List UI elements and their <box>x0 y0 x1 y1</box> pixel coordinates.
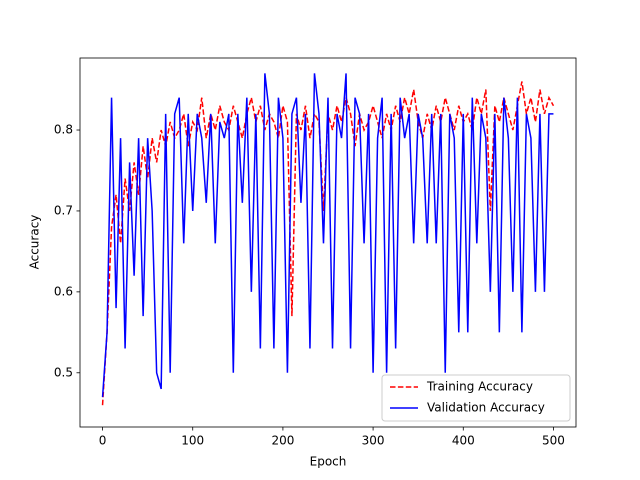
plot-frame <box>79 57 577 428</box>
x-tick-label: 100 <box>181 434 204 448</box>
series-line <box>101 73 554 398</box>
y-tick-label: 0.8 <box>54 123 73 137</box>
x-tick-label: 400 <box>452 434 475 448</box>
legend-label: Training Accuracy <box>426 380 533 394</box>
y-tick-label: 0.7 <box>54 203 73 217</box>
x-tick-label: 0 <box>99 434 107 448</box>
y-axis-label: Accuracy <box>28 215 42 270</box>
x-tick-label: 500 <box>542 434 565 448</box>
y-tick-label: 0.6 <box>54 284 73 298</box>
x-tick-label: 200 <box>271 434 294 448</box>
x-axis-label: Epoch <box>310 455 347 469</box>
legend-label: Validation Accuracy <box>427 401 545 415</box>
x-tick-label: 300 <box>362 434 385 448</box>
y-tick-label: 0.5 <box>54 365 73 379</box>
legend-box <box>381 374 571 422</box>
